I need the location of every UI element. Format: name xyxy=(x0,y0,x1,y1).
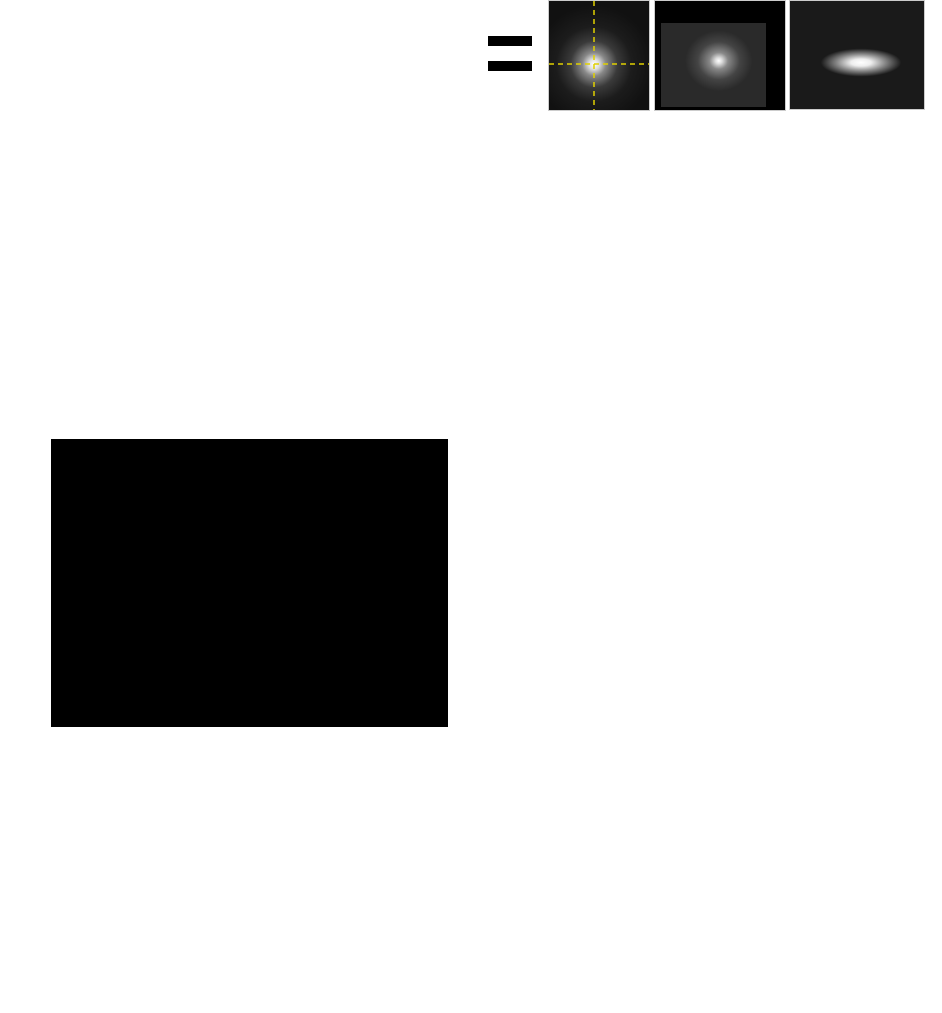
crossline-dose-profile-chart xyxy=(0,140,470,430)
equals-sign-bottom xyxy=(488,61,532,71)
composite-axial-image xyxy=(548,0,650,111)
inline-dose-profile-chart xyxy=(470,140,942,430)
composite-coronal-image xyxy=(654,0,786,111)
equals-sign-top xyxy=(488,36,532,46)
composite-sagittal-image xyxy=(789,0,925,110)
